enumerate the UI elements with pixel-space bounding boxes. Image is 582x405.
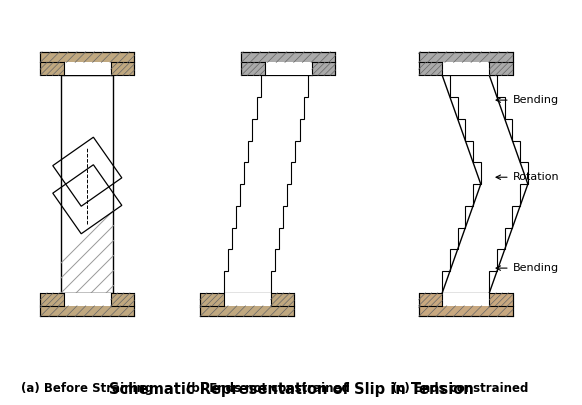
Bar — [442, 62, 489, 75]
Bar — [64, 62, 111, 75]
Bar — [40, 52, 134, 75]
Bar — [64, 293, 111, 306]
Bar — [61, 75, 113, 293]
Text: Bending: Bending — [496, 263, 559, 273]
Text: Schematic Representation of Slip in Tension: Schematic Representation of Slip in Tens… — [109, 382, 473, 397]
Bar — [442, 293, 489, 306]
Bar — [223, 293, 271, 306]
Text: Bending: Bending — [496, 95, 559, 105]
Text: (b) Ends not constrained: (b) Ends not constrained — [186, 382, 350, 395]
Bar — [242, 52, 335, 75]
Bar — [418, 293, 513, 316]
Polygon shape — [442, 75, 528, 293]
Polygon shape — [223, 75, 312, 293]
Text: (a) Before Straining: (a) Before Straining — [21, 382, 154, 395]
Text: Rotation: Rotation — [496, 172, 559, 182]
Bar — [418, 52, 513, 75]
Bar — [200, 293, 294, 316]
Bar — [40, 293, 134, 316]
Text: (c) Ends constrained: (c) Ends constrained — [392, 382, 528, 395]
Bar — [265, 62, 312, 75]
